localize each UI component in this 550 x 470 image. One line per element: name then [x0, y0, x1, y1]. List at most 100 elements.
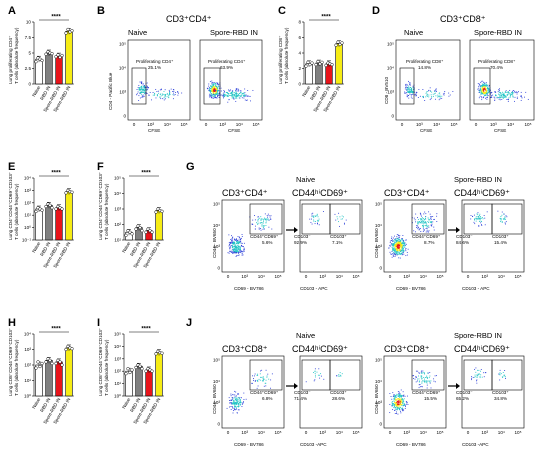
data-point	[36, 360, 40, 364]
y-tick-label: 10⁴	[387, 66, 394, 71]
event-dot	[173, 92, 175, 94]
event-dot	[394, 402, 395, 404]
event-dot	[423, 225, 424, 227]
event-dot	[482, 89, 484, 91]
x-tick-label: 10⁵	[436, 274, 443, 279]
x-tick-label: Naive	[31, 241, 41, 254]
event-dot	[414, 219, 416, 221]
event-dot	[223, 93, 225, 95]
x-tick-label: 10³	[319, 430, 326, 435]
event-dot	[144, 87, 146, 89]
facs-d-spore-title: Spore-RBD IN	[474, 28, 522, 37]
event-dot	[402, 248, 404, 250]
facs-g-spore-xlabel1: CD69 - BV786	[396, 286, 426, 291]
event-dot	[484, 92, 486, 94]
event-dot	[480, 370, 481, 372]
event-dot	[484, 92, 486, 94]
event-dot	[229, 250, 230, 252]
event-dot	[397, 391, 399, 392]
event-dot	[236, 400, 238, 402]
event-dot	[515, 91, 517, 93]
facs-d-spore-plot: 0 10³ 10⁴ 10⁵	[469, 39, 535, 127]
event-dot	[232, 252, 234, 254]
event-dot	[401, 243, 403, 245]
event-dot	[396, 242, 398, 244]
event-dot	[265, 379, 267, 381]
event-dot	[214, 89, 216, 91]
event-dot	[314, 372, 316, 374]
event-dot	[395, 397, 397, 398]
event-dot	[216, 87, 218, 89]
event-dot	[172, 88, 174, 90]
event-dot	[265, 385, 267, 387]
event-dot	[232, 251, 234, 253]
event-dot	[395, 396, 397, 397]
event-dot	[207, 88, 209, 89]
event-dot	[400, 396, 402, 398]
event-dot	[260, 216, 262, 218]
event-dot	[240, 238, 242, 240]
event-dot	[503, 217, 505, 219]
panel-letter-h: H	[8, 317, 16, 329]
event-dot	[402, 403, 404, 405]
event-dot	[399, 241, 400, 243]
event-dot	[399, 250, 401, 252]
event-dot	[234, 251, 236, 253]
event-dot	[142, 96, 144, 98]
event-dot	[213, 96, 215, 98]
event-dot	[512, 96, 514, 98]
event-dot	[395, 251, 397, 253]
event-dot	[396, 249, 398, 251]
event-dot	[404, 404, 406, 406]
event-dot	[499, 99, 501, 101]
event-dot	[415, 93, 417, 95]
event-dot	[398, 242, 400, 244]
event-dot	[240, 403, 242, 405]
event-dot	[398, 246, 399, 248]
facs-j-spore-ylabel: CD44 - BV650	[374, 384, 379, 414]
event-dot	[177, 91, 179, 92]
event-dot	[401, 407, 402, 409]
facs-j-naive-gpct: 6.8%	[262, 396, 272, 401]
event-dot	[214, 88, 216, 90]
event-dot	[235, 238, 237, 240]
event-dot	[431, 223, 433, 225]
x-tick-label: 0	[475, 122, 478, 127]
facs-j-spore-neg: CD103⁻	[456, 390, 473, 395]
event-dot	[502, 94, 504, 96]
event-dot	[391, 405, 393, 407]
bar	[325, 63, 333, 85]
event-dot	[395, 405, 397, 407]
event-dot	[215, 84, 217, 86]
event-dot	[238, 248, 239, 250]
event-dot	[436, 375, 437, 377]
event-dot	[500, 92, 502, 94]
y-axis-label: Lung proliferating CD4⁺	[8, 35, 13, 84]
event-dot	[143, 85, 145, 87]
arrow-head	[456, 383, 460, 389]
event-dot	[244, 99, 246, 101]
event-dot	[236, 97, 238, 99]
event-dot	[267, 213, 269, 215]
plot-frame	[199, 39, 263, 121]
y-tick-label: 10⁴	[24, 176, 31, 181]
event-dot	[396, 247, 398, 248]
event-dot	[503, 95, 505, 97]
x-tick-label: 10⁴	[258, 274, 265, 279]
event-dot	[480, 217, 482, 219]
event-dot	[485, 83, 487, 85]
event-dot	[448, 95, 450, 97]
event-dot	[499, 373, 501, 375]
event-dot	[239, 398, 241, 400]
event-dot	[234, 408, 235, 410]
event-dot	[437, 94, 439, 96]
y-tick-label: 10²	[24, 200, 31, 205]
x-tick-label: 10⁵	[524, 122, 531, 127]
data-point	[64, 347, 68, 352]
event-dot	[314, 223, 316, 225]
event-dot	[416, 91, 418, 93]
event-dot	[259, 370, 261, 372]
event-dot	[231, 406, 233, 407]
event-dot	[164, 95, 166, 97]
event-dot	[438, 92, 440, 94]
